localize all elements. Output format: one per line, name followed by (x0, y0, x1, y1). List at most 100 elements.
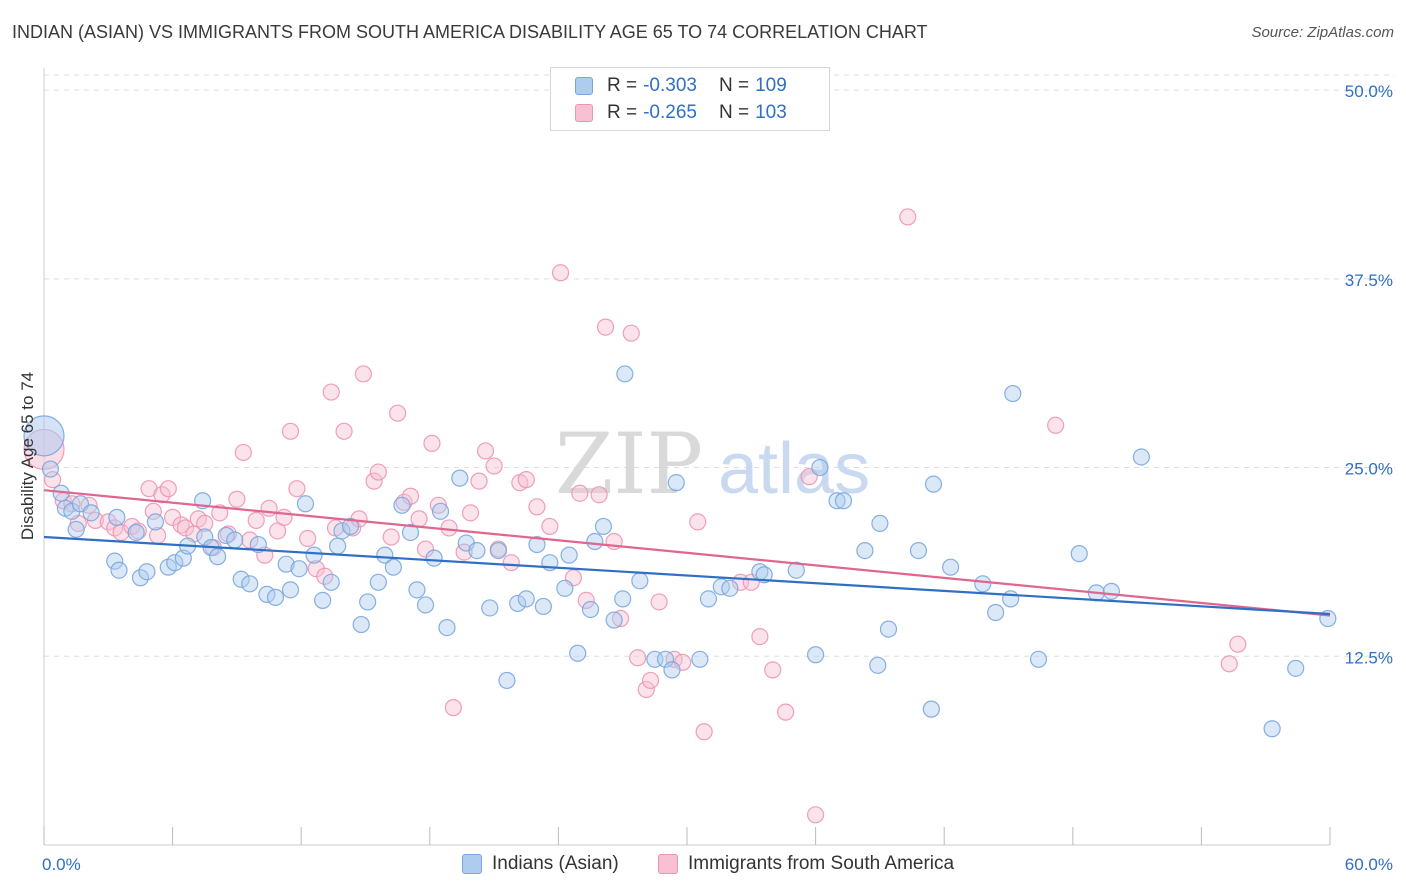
blue-r-value: -0.303 (643, 75, 697, 96)
data-point (1029, 650, 1048, 668)
data-point (712, 578, 730, 596)
data-point (393, 496, 411, 514)
data-point (209, 548, 227, 566)
data-point (425, 549, 443, 567)
data-point (481, 599, 499, 617)
data-point (359, 593, 377, 611)
data-point (1220, 655, 1238, 673)
data-point (517, 471, 535, 489)
bottom-legend-blue-swatch (462, 854, 482, 874)
data-point (1004, 384, 1022, 403)
data-point (629, 649, 647, 667)
data-point (631, 572, 649, 590)
data-point (159, 480, 177, 498)
pink-series-points (23, 208, 1247, 824)
blue-r-label: R = (607, 75, 638, 96)
y-tick-label: 25.0% (1345, 460, 1393, 479)
data-point (329, 537, 347, 555)
data-point (281, 422, 300, 440)
data-point (376, 546, 394, 564)
data-point (146, 513, 165, 531)
blue-trendline (43, 535, 1331, 616)
blue-n-label: N = (718, 75, 750, 96)
data-point (1263, 720, 1281, 738)
data-point (296, 495, 315, 513)
data-point (144, 502, 162, 520)
data-point (622, 324, 640, 342)
legend-row-pink: R = -0.265 N = 103 (575, 100, 787, 126)
data-point (922, 700, 940, 718)
data-point (650, 593, 668, 611)
data-point (577, 591, 595, 610)
data-point (528, 498, 546, 516)
data-point (489, 541, 507, 560)
data-point (335, 422, 353, 440)
data-point (605, 611, 623, 629)
bottom-legend-blue: Indians (Asian) (462, 852, 619, 876)
data-point (879, 620, 898, 638)
data-point (196, 528, 214, 546)
legend-row-blue: R = -0.303 N = 109 (575, 73, 787, 99)
data-point (241, 575, 259, 593)
y-tick-label: 12.5% (1345, 648, 1393, 667)
data-point (751, 628, 769, 646)
source-credit: Source: ZipAtlas.com (1251, 24, 1394, 41)
data-point (290, 560, 308, 578)
data-point (581, 600, 600, 619)
data-point (408, 581, 426, 599)
data-point (281, 581, 300, 599)
data-point (869, 656, 887, 674)
data-point (596, 318, 615, 336)
bottom-legend-pink-label: Immigrants from South America (688, 853, 955, 874)
data-point (241, 531, 259, 549)
data-point (509, 594, 527, 613)
pink-swatch (575, 104, 593, 122)
pink-n-label: N = (718, 102, 750, 123)
data-point (691, 650, 709, 668)
data-point (99, 513, 117, 531)
data-point (82, 504, 100, 522)
data-point (942, 558, 960, 576)
data-point (106, 552, 124, 570)
data-point (695, 723, 713, 741)
data-point (277, 555, 295, 573)
data-point (299, 529, 317, 548)
data-point (369, 573, 387, 591)
data-point (569, 644, 587, 662)
x-tick-label: 0.0% (42, 855, 81, 874)
data-point (211, 504, 229, 522)
gridlines (44, 74, 1395, 657)
pink-r-value: -0.265 (643, 102, 697, 123)
data-point (806, 806, 825, 824)
data-point (23, 415, 65, 457)
data-point (871, 514, 889, 533)
data-point (974, 575, 992, 593)
watermark-zip: ZIP (555, 415, 703, 513)
data-point (586, 532, 604, 551)
data-point (461, 504, 480, 522)
data-point (663, 661, 681, 679)
data-point (166, 554, 184, 572)
data-point (354, 365, 372, 383)
data-point (322, 573, 340, 591)
data-point (232, 570, 250, 588)
data-point (110, 561, 128, 579)
data-point (1287, 659, 1305, 677)
data-point (517, 590, 535, 608)
data-point (395, 493, 413, 511)
data-point (755, 566, 773, 584)
data-point (288, 480, 306, 498)
data-point (384, 558, 402, 576)
data-point (67, 520, 85, 539)
data-point (476, 442, 495, 460)
data-point (234, 443, 252, 462)
data-point (1132, 448, 1150, 466)
watermark-atlas: atlas (718, 429, 870, 509)
data-point (369, 463, 387, 481)
data-point (560, 546, 578, 564)
data-point (341, 517, 360, 536)
pink-r-label: R = (607, 102, 638, 123)
chart-title: INDIAN (ASIAN) VS IMMIGRANTS FROM SOUTH … (12, 22, 928, 42)
data-point (438, 618, 456, 637)
data-point (699, 590, 718, 608)
